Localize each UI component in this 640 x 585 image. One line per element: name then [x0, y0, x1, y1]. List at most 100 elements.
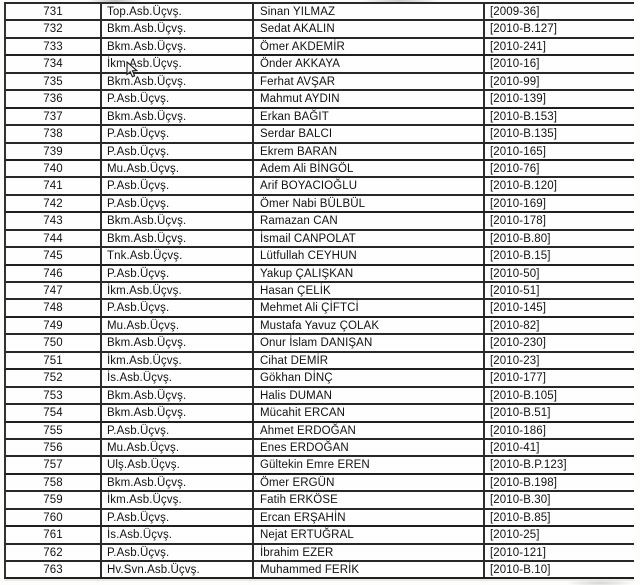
- row-number-cell: 757: [6, 457, 102, 473]
- name-cell: Onur İslam DANIŞAN: [254, 335, 485, 351]
- rank-cell: P.Asb.Üçvş.: [102, 143, 254, 159]
- table-row: 753 Bkm.Asb.Üçvş. Halis DUMAN [2010-B.105]: [4, 387, 634, 406]
- table-row: 757 Ulş.Asb.Üçvş. Gültekin Emre EREN [2010-…: [4, 457, 634, 475]
- row-number-cell: 762: [6, 544, 102, 560]
- term-code-cell: [2010-241]: [490, 40, 546, 53]
- row-number-cell: 748: [6, 300, 102, 316]
- term-code-cell: [2010-186]: [490, 424, 546, 437]
- table-row: 745 Tnk.Asb.Üçvş. Lütfullah CEYHUN [2010-B.…: [4, 248, 634, 266]
- table-row: 756 Mu.Asb.Üçvş. Enes ERDOĞAN [2010-41]: [4, 439, 634, 458]
- term-code-cell: [2010-25]: [490, 529, 540, 542]
- rank-cell: Mu.Asb.Üçvş.: [102, 439, 254, 456]
- table-row: 738 P.Asb.Üçvş. Serdar BALCI [2010-B.135]: [4, 126, 634, 144]
- table-row: 761 İs.Asb.Üçvş. Nejat ERTUĞRAL [2010-25]: [4, 527, 634, 545]
- name-cell: Nejat ERTUĞRAL: [254, 527, 485, 543]
- name-cell: Gültekin Emre EREN: [254, 457, 485, 473]
- table-row: 759 İkm.Asb.Üçvş. Fatih ERKÖSE [2010-B.30]: [4, 492, 634, 510]
- name-cell: Erkan BAĞIT: [254, 108, 485, 125]
- table-row: 758 Bkm.Asb.Üçvş. Ömer ERGÜN [2010-B.198]: [4, 474, 634, 493]
- table-row: 735 Bkm.Asb.Üçvş. Ferhat AVŞAR [2010-99]: [4, 73, 634, 92]
- row-number-cell: 735: [6, 73, 102, 90]
- rank-cell: Top.Asb.Üçvş.: [102, 4, 254, 20]
- name-cell: Arif BOYACIOĞLU: [254, 178, 485, 194]
- term-code-cell: [2010-B.80]: [490, 232, 551, 245]
- row-number-cell: 737: [6, 108, 102, 125]
- row-number-cell: 743: [6, 213, 102, 229]
- name-cell: Cihat DEMİR: [254, 352, 485, 369]
- name-cell: Serdar BALCI: [254, 126, 485, 142]
- row-number-cell: 754: [6, 405, 102, 421]
- row-number-cell: 751: [6, 352, 102, 369]
- table-row: 732 Bkm.Asb.Üçvş. Sedat AKALIN [2010-B.127]: [4, 21, 634, 39]
- row-number-cell: 739: [6, 143, 102, 159]
- row-number-cell: 755: [6, 422, 102, 438]
- table-row: 746 P.Asb.Üçvş. Yakup ÇALIŞKAN [2010-50]: [4, 265, 634, 283]
- term-code-cell: [2010-B.198]: [490, 476, 558, 489]
- term-code-cell: [2010-177]: [490, 372, 546, 385]
- row-number-cell: 763: [6, 562, 102, 578]
- rank-cell: İkm.Asb.Üçvş.: [102, 352, 254, 369]
- table-row: 754 Bkm.Asb.Üçvş. Mücahit ERCAN [2010-B.51]: [4, 405, 634, 423]
- term-code-cell: [2010-41]: [490, 441, 540, 454]
- name-cell: Halis DUMAN: [254, 387, 485, 404]
- table-row: 739 P.Asb.Üçvş. Ekrem BARAN [2010-165]: [4, 143, 634, 161]
- table-row: 752 İs.Asb.Üçvş. Gökhan DİNÇ [2010-177]: [4, 370, 634, 388]
- row-number-cell: 738: [6, 126, 102, 142]
- name-cell: Ömer ERGÜN: [254, 474, 485, 491]
- rank-cell: Bkm.Asb.Üçvş.: [102, 230, 254, 247]
- rank-cell: P.Asb.Üçvş.: [102, 91, 254, 107]
- table-row: 744 Bkm.Asb.Üçvş. İsmail CANPOLAT [2010-B.8…: [4, 230, 634, 249]
- name-cell: Hasan ÇELİK: [254, 283, 485, 299]
- table-row: 737 Bkm.Asb.Üçvş. Erkan BAĞIT [2010-B.153]: [4, 108, 634, 127]
- row-number-cell: 747: [6, 283, 102, 299]
- row-number-cell: 740: [6, 160, 102, 177]
- row-number-cell: 760: [6, 509, 102, 526]
- rank-cell: İkm.Asb.Üçvş.: [102, 56, 254, 72]
- rank-cell: P.Asb.Üçvş.: [102, 422, 254, 438]
- term-code-cell: [2010-16]: [490, 58, 540, 71]
- term-code-cell: [2010-145]: [490, 302, 546, 315]
- name-cell: Fatih ERKÖSE: [254, 492, 485, 508]
- rank-cell: P.Asb.Üçvş.: [102, 178, 254, 194]
- rank-cell: P.Asb.Üçvş.: [102, 265, 254, 281]
- name-cell: Ferhat AVŞAR: [254, 73, 485, 90]
- rank-cell: İs.Asb.Üçvş.: [102, 527, 254, 543]
- row-number-cell: 758: [6, 474, 102, 491]
- row-number-cell: 759: [6, 492, 102, 508]
- rank-cell: P.Asb.Üçvş.: [102, 509, 254, 526]
- row-number-cell: 752: [6, 370, 102, 386]
- rank-cell: Bkm.Asb.Üçvş.: [102, 387, 254, 404]
- roster-table: 731 Top.Asb.Üçvş. Sinan YILMAZ [2009-36] 732…: [4, 2, 634, 580]
- term-code-cell: [2010-165]: [490, 145, 546, 158]
- name-cell: Muhammed FERİK: [254, 562, 485, 578]
- name-cell: Gökhan DİNÇ: [254, 370, 485, 386]
- rank-cell: P.Asb.Üçvş.: [102, 544, 254, 560]
- term-code-cell: [2010-23]: [490, 354, 540, 367]
- rank-cell: Bkm.Asb.Üçvş.: [102, 335, 254, 351]
- rank-cell: İs.Asb.Üçvş.: [102, 370, 254, 386]
- rank-cell: Bkm.Asb.Üçvş.: [102, 474, 254, 491]
- table-row: 762 P.Asb.Üçvş. İbrahim EZER [2010-121]: [4, 544, 634, 562]
- row-number-cell: 756: [6, 439, 102, 456]
- name-cell: Adem Ali BİNGÖL: [254, 160, 485, 177]
- name-cell: Mahmut AYDIN: [254, 91, 485, 107]
- rank-cell: İkm.Asb.Üçvş.: [102, 492, 254, 508]
- rank-cell: P.Asb.Üçvş.: [102, 126, 254, 142]
- term-code-cell: [2010-B.153]: [490, 110, 558, 123]
- rank-cell: Bkm.Asb.Üçvş.: [102, 405, 254, 421]
- rank-cell: Tnk.Asb.Üçvş.: [102, 248, 254, 264]
- term-code-cell: [2010-B.P.123]: [490, 459, 567, 472]
- term-code-cell: [2010-230]: [490, 337, 546, 350]
- rank-cell: Bkm.Asb.Üçvş.: [102, 73, 254, 90]
- name-cell: Sedat AKALIN: [254, 21, 485, 37]
- name-cell: Mehmet Ali ÇİFTCİ: [254, 300, 485, 316]
- name-cell: Ercan ERŞAHİN: [254, 509, 485, 526]
- name-cell: Ahmet ERDOĞAN: [254, 422, 485, 438]
- table-row: 743 Bkm.Asb.Üçvş. Ramazan CAN [2010-178]: [4, 213, 634, 231]
- row-number-cell: 761: [6, 527, 102, 543]
- rank-cell: Bkm.Asb.Üçvş.: [102, 108, 254, 125]
- term-code-cell: [2010-B.105]: [490, 389, 558, 402]
- term-code-cell: [2010-B.10]: [490, 564, 551, 576]
- table-row: 750 Bkm.Asb.Üçvş. Onur İslam DANIŞAN [2010-…: [4, 335, 634, 353]
